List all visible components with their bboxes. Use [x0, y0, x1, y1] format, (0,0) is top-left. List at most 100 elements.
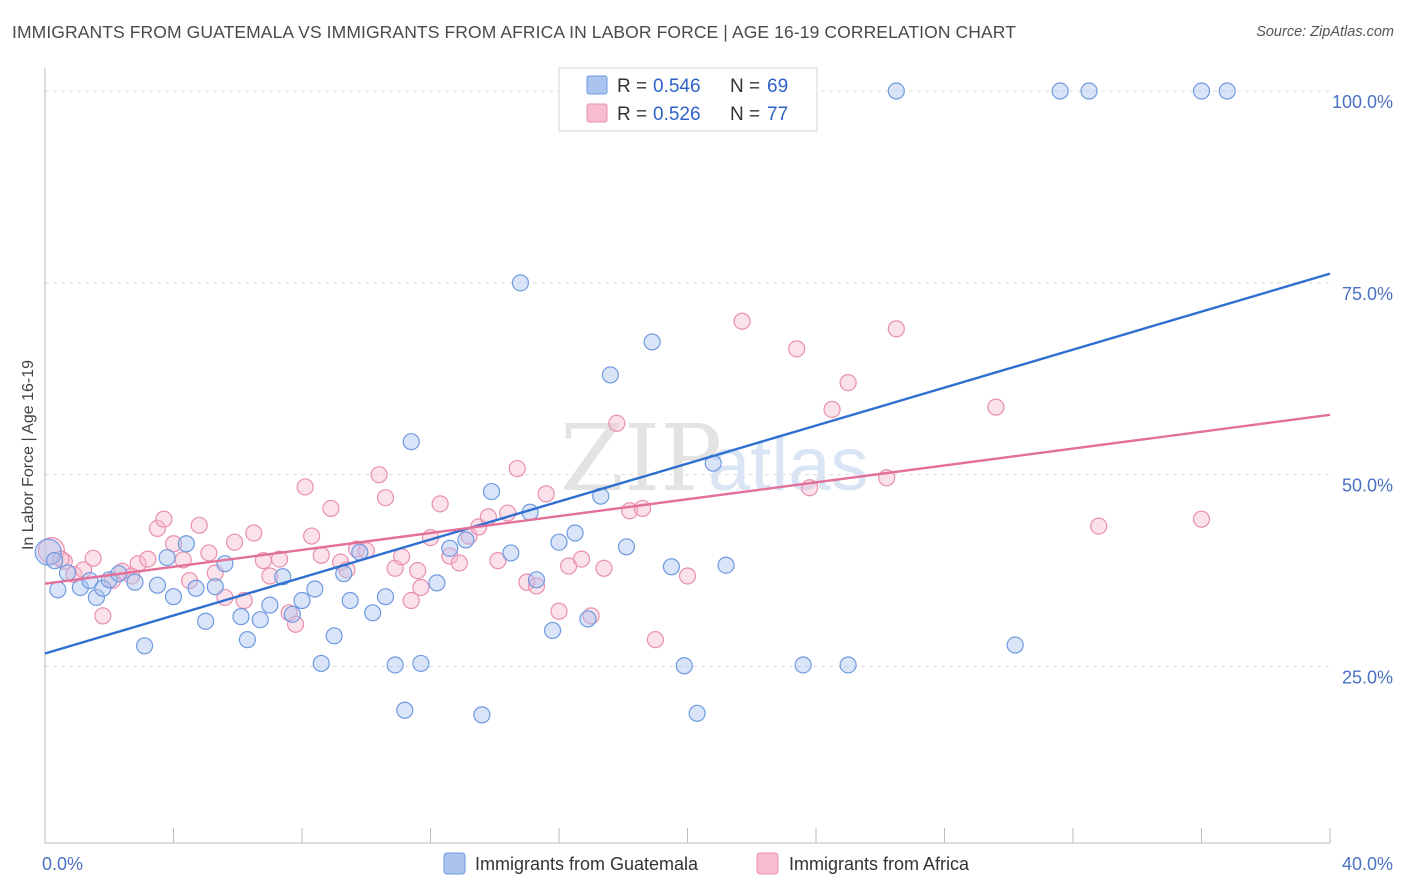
africa-point [392, 548, 411, 566]
africa-point [839, 374, 857, 392]
trend-line-guatemala [44, 272, 1331, 655]
guatemala-point [428, 574, 446, 592]
guatemala-point [126, 573, 144, 591]
axes [44, 68, 1331, 844]
africa-point [788, 340, 806, 358]
africa-point [608, 414, 626, 432]
africa-point [1090, 517, 1108, 535]
bottom-legend: Immigrants from Guatemala Immigrants fro… [443, 852, 970, 875]
africa-point [887, 320, 905, 338]
guatemala-point [187, 579, 205, 597]
guatemala-point [58, 564, 77, 582]
legend-n-value-guatemala: 69 [767, 76, 788, 97]
guatemala-point [887, 82, 905, 100]
africa-point [527, 577, 546, 595]
africa-point [245, 524, 263, 542]
guatemala-point [457, 531, 475, 549]
guatemala-point [232, 608, 250, 626]
guatemala-point [274, 568, 292, 586]
chart-source: Source: ZipAtlas.com [1256, 24, 1394, 40]
legend-r-value-africa: 0.526 [653, 104, 701, 125]
guatemala-point [49, 581, 67, 599]
africa-point [572, 550, 591, 568]
africa-point [148, 519, 167, 537]
africa-point [139, 550, 157, 568]
guatemala-point [1006, 636, 1024, 654]
guatemala-point [251, 611, 269, 629]
guatemala-point [135, 637, 154, 655]
guatemala-point [164, 588, 183, 606]
legend-swatch-africa [586, 103, 608, 123]
guatemala-point [177, 535, 195, 553]
africa-point [261, 567, 279, 585]
guatemala-point [335, 565, 353, 583]
africa-point [200, 544, 218, 562]
africa-point [94, 607, 112, 625]
guatemala-point [511, 274, 530, 292]
guatemala-point [662, 558, 681, 576]
africa-point [370, 466, 388, 484]
africa-point [312, 546, 330, 564]
guatemala-point [617, 538, 636, 556]
guatemala-point [402, 433, 420, 451]
guatemala-point [197, 612, 215, 630]
guatemala-point [238, 631, 256, 649]
africa-point [164, 535, 183, 553]
guatemala-point [293, 591, 311, 610]
africa-point [402, 591, 420, 610]
guatemala-point [1192, 82, 1211, 100]
africa-point [646, 631, 664, 649]
trend-line-africa [44, 413, 1331, 585]
y-tick-labels: 25.0% 50.0% 75.0% 100.0% [1332, 92, 1393, 687]
trend-lines [44, 272, 1331, 655]
africa-point [431, 495, 449, 513]
guatemala-point [261, 596, 279, 614]
guatemala-point [386, 656, 404, 674]
guatemala-point [473, 706, 491, 724]
guatemala-point [688, 704, 706, 722]
africa-point [550, 602, 568, 620]
bottom-legend-swatch-africa [756, 852, 779, 875]
africa-point [412, 578, 430, 597]
africa-point [225, 533, 244, 551]
guatemala-point [441, 539, 459, 557]
legend-n-label-africa: N = [730, 104, 760, 125]
guatemala-point [643, 333, 661, 351]
africa-point [155, 510, 173, 528]
guatemala-point [306, 580, 324, 598]
x-tick-label-end: 40.0% [1342, 854, 1393, 874]
y-axis-title: In Labor Force | Age 16-19 [20, 360, 37, 550]
africa-point [537, 485, 555, 503]
guatemala-point [283, 605, 301, 623]
africa-point [450, 554, 469, 572]
guatemala-point [1218, 82, 1236, 100]
guatemala-point [502, 544, 520, 562]
guatemala-point [579, 610, 597, 628]
africa-point [376, 489, 395, 507]
guatemala-point [364, 604, 382, 622]
y-tick-label-75: 75.0% [1342, 284, 1393, 304]
guatemala-point [46, 552, 64, 570]
watermark-zip: ZIP [560, 405, 722, 512]
guatemala-point [527, 571, 546, 589]
guatemala-point [87, 588, 106, 607]
africa-point [84, 549, 102, 567]
guatemala-point [158, 548, 176, 567]
guatemala-point [675, 657, 693, 675]
y-tick-label-25: 25.0% [1342, 668, 1393, 688]
guatemala-point [601, 366, 620, 384]
africa-point [1192, 510, 1211, 528]
guatemala-point [1051, 82, 1069, 100]
guatemala-point [543, 621, 562, 640]
guatemala-point [325, 627, 343, 645]
guatemala-point [482, 482, 501, 501]
guatemala-point [717, 556, 735, 574]
y-tick-label-100: 100.0% [1332, 92, 1393, 112]
africa-point [633, 499, 652, 518]
guatemala-point [794, 656, 812, 674]
x-tick-labels: 0.0% 40.0% [42, 854, 1393, 874]
bottom-legend-label-guatemala: Immigrants from Guatemala [475, 854, 699, 874]
chart-title: IMMIGRANTS FROM GUATEMALA VS IMMIGRANTS … [12, 22, 1017, 42]
guatemala-point [312, 654, 330, 673]
guatemala-point [1080, 82, 1098, 100]
